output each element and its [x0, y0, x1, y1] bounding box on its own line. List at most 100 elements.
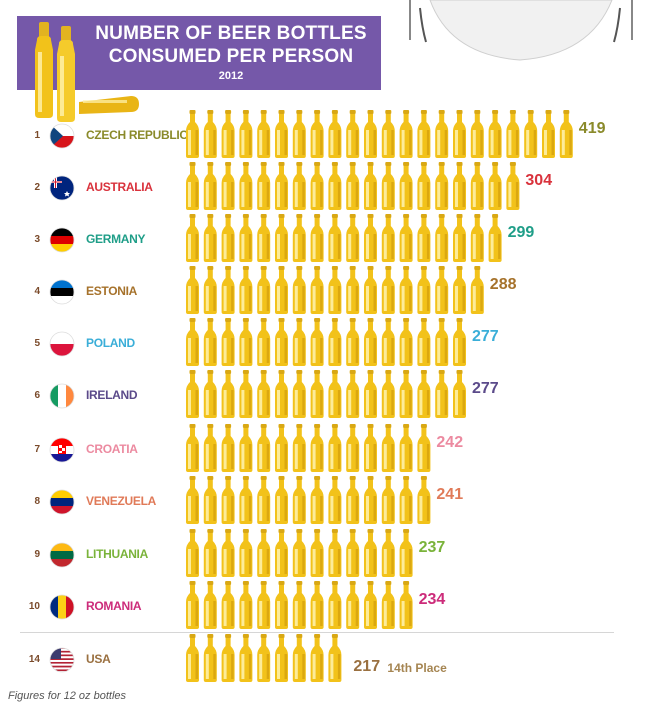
bottle-germany-10	[346, 214, 360, 262]
bottle-australia-12	[381, 162, 395, 210]
usa-divider	[20, 632, 614, 633]
bottle-romania-11	[364, 581, 377, 629]
bottle-germany-11	[364, 214, 377, 262]
bottle-lithuania-8	[310, 529, 324, 577]
bottle-ireland-11	[364, 370, 377, 418]
flag-poland-icon	[49, 331, 75, 362]
bottle-romania-9	[328, 581, 342, 629]
bottle-usa-6	[275, 634, 288, 682]
rank-germany: 3	[34, 234, 40, 245]
bottle-australia-9	[328, 162, 342, 210]
bottle-venezuela-2	[203, 476, 217, 524]
bottle-australia-8	[310, 162, 324, 210]
bottle-estonia-14	[417, 266, 431, 314]
flag-germany-icon	[49, 227, 75, 258]
chart-title-line1: NUMBER OF BEER BOTTLES	[95, 23, 367, 44]
flag-estonia-icon	[49, 279, 75, 310]
bottle-australia-14	[417, 162, 431, 210]
bottle-czech-republic-15	[435, 110, 449, 158]
bottle-usa-8	[310, 634, 324, 682]
bottle-ireland-10	[346, 370, 360, 418]
bottle-czech-republic-6	[275, 110, 288, 158]
rank-poland: 5	[34, 338, 40, 349]
bottle-estonia-7	[292, 266, 306, 314]
value-label-estonia: 288	[489, 276, 517, 293]
bottle-romania-8	[310, 581, 324, 629]
bottle-lithuania-1	[186, 529, 199, 577]
bottle-lithuania-11	[364, 529, 377, 577]
bottle-czech-republic-8	[310, 110, 324, 158]
rank-czech-republic: 1	[34, 130, 40, 141]
bottle-venezuela-14	[417, 476, 431, 524]
bottle-poland-9	[328, 318, 342, 366]
bottle-estonia-8	[310, 266, 324, 314]
rank-ireland: 6	[34, 390, 40, 401]
rank-romania: 10	[28, 601, 40, 612]
bottle-germany-9	[328, 214, 342, 262]
bottle-croatia-13	[399, 424, 413, 472]
bottle-romania-5	[257, 581, 271, 629]
bottle-croatia-11	[364, 424, 377, 472]
bottle-croatia-5	[257, 424, 271, 472]
bottle-australia-18	[488, 162, 502, 210]
bottle-ireland-9	[328, 370, 342, 418]
bottle-australia-7	[292, 162, 306, 210]
value-label-romania: 234	[418, 591, 446, 608]
bottle-venezuela-13	[399, 476, 413, 524]
bottle-estonia-6	[275, 266, 288, 314]
bottle-czech-republic-11	[364, 110, 377, 158]
bottle-australia-10	[346, 162, 360, 210]
bottle-estonia-9	[328, 266, 342, 314]
bottle-poland-11	[364, 318, 377, 366]
bottle-lithuania-2	[203, 529, 217, 577]
bottle-australia-3	[221, 162, 235, 210]
bottle-ireland-14	[417, 370, 431, 418]
bottle-lithuania-3	[221, 529, 235, 577]
bottle-germany-6	[275, 214, 288, 262]
bottle-romania-2	[203, 581, 217, 629]
bottle-germany-15	[435, 214, 449, 262]
bottle-croatia-2	[203, 424, 217, 472]
bottle-romania-4	[239, 581, 253, 629]
bottle-ireland-3	[221, 370, 235, 418]
bottle-poland-4	[239, 318, 253, 366]
footnote: Figures for 12 oz bottles	[8, 690, 127, 702]
bottle-usa-1	[186, 634, 199, 682]
bottle-germany-8	[310, 214, 324, 262]
value-label-venezuela: 241	[436, 486, 464, 503]
bottle-ireland-16	[453, 370, 466, 418]
bottle-germany-12	[381, 214, 395, 262]
bottle-australia-2	[203, 162, 217, 210]
country-label-venezuela: VENEZUELA	[86, 494, 156, 508]
bottle-estonia-17	[470, 266, 484, 314]
bottle-usa-4	[239, 634, 253, 682]
bottle-czech-republic-1	[186, 110, 199, 158]
bottle-lithuania-6	[275, 529, 288, 577]
bottle-estonia-2	[203, 266, 217, 314]
value-label-lithuania: 237	[418, 539, 446, 556]
bottle-poland-1	[186, 318, 199, 366]
bottle-czech-republic-3	[221, 110, 235, 158]
bottle-venezuela-11	[364, 476, 377, 524]
bottle-ireland-8	[310, 370, 324, 418]
bottle-czech-republic-20	[524, 110, 538, 158]
bottle-estonia-11	[364, 266, 377, 314]
bottle-croatia-10	[346, 424, 360, 472]
bottle-poland-12	[381, 318, 395, 366]
flag-romania-icon	[49, 594, 75, 625]
bottle-lithuania-5	[257, 529, 271, 577]
bottle-estonia-1	[186, 266, 199, 314]
bottle-estonia-16	[453, 266, 466, 314]
bottle-czech-republic-12	[381, 110, 395, 158]
bottle-czech-republic-18	[488, 110, 502, 158]
bottle-australia-4	[239, 162, 253, 210]
bottle-usa-3	[221, 634, 235, 682]
bottle-ireland-15	[435, 370, 449, 418]
country-label-romania: ROMANIA	[86, 599, 142, 613]
bottle-estonia-13	[399, 266, 413, 314]
bottle-ireland-6	[275, 370, 288, 418]
flag-ireland-icon	[49, 383, 75, 414]
bottle-ireland-2	[203, 370, 217, 418]
flag-czech-republic-icon	[49, 123, 75, 154]
bottle-lithuania-9	[328, 529, 342, 577]
